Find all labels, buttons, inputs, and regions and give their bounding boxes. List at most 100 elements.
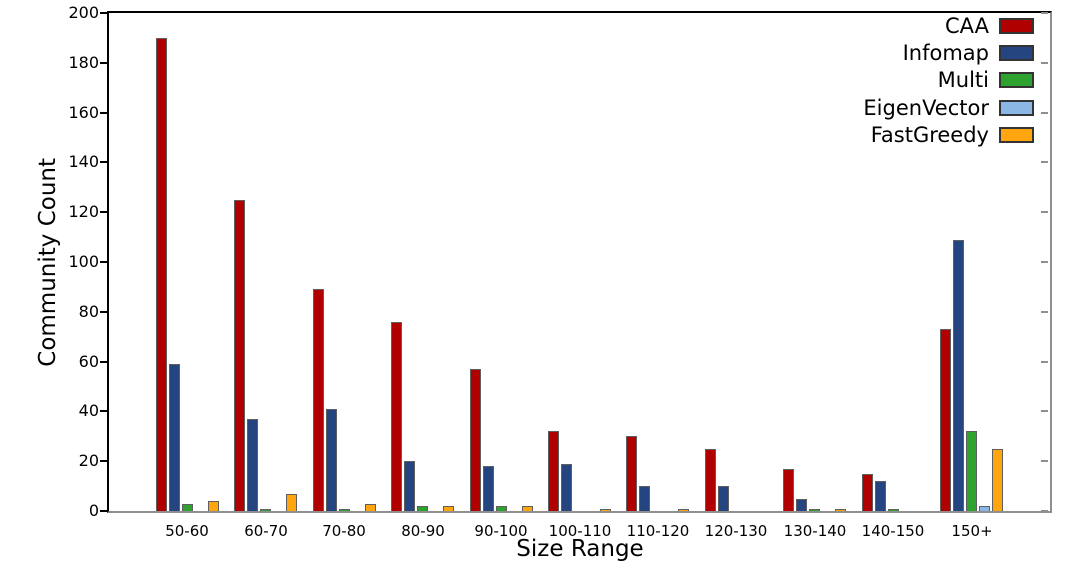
legend-label: EigenVector <box>863 96 989 120</box>
bar-fastgreedy-130-140 <box>835 509 846 511</box>
y-tick-label: 40 <box>78 401 99 421</box>
bar-infomap-90-100 <box>483 466 494 511</box>
bar-multi-150+ <box>966 431 977 511</box>
y-tick-mark <box>1041 211 1048 214</box>
x-tick-label: 50-60 <box>165 522 209 540</box>
legend-swatch-multi <box>999 72 1034 88</box>
y-tick-label: 180 <box>68 52 99 72</box>
bar-fastgreedy-60-70 <box>286 494 297 511</box>
legend-label: Multi <box>937 68 989 92</box>
y-tick-label: 120 <box>68 202 99 222</box>
y-tick-mark <box>100 360 107 363</box>
y-tick-mark <box>100 510 107 512</box>
y-tick-mark <box>1041 410 1048 413</box>
bar-infomap-50-60 <box>169 364 180 511</box>
bar-caa-60-70 <box>234 200 245 511</box>
y-tick-mark <box>100 161 107 164</box>
bar-fastgreedy-80-90 <box>443 506 454 511</box>
bar-multi-90-100 <box>496 506 507 511</box>
legend-label: FastGreedy <box>870 123 989 147</box>
legend-swatch-caa <box>999 18 1034 34</box>
y-tick-label: 200 <box>68 3 99 22</box>
y-tick-mark <box>100 61 107 64</box>
legend-item-eigenvector: EigenVector <box>863 96 1034 120</box>
bar-infomap-130-140 <box>796 499 807 511</box>
y-tick-label: 20 <box>78 451 99 471</box>
plot-area <box>107 11 1052 513</box>
legend-swatch-fastgreedy <box>999 127 1034 143</box>
x-axis-title: Size Range <box>516 536 644 562</box>
bar-infomap-150+ <box>953 240 964 511</box>
legend-item-caa: CAA <box>945 14 1034 38</box>
bar-fastgreedy-50-60 <box>208 501 219 511</box>
legend-label: CAA <box>945 14 989 38</box>
x-tick-label: 130-140 <box>783 522 847 540</box>
legend-label: Infomap <box>902 41 989 65</box>
y-tick-mark <box>100 310 107 313</box>
bar-caa-150+ <box>940 329 951 511</box>
y-tick-mark <box>100 111 107 114</box>
bar-multi-140-150 <box>888 509 899 511</box>
x-tick-label: 120-130 <box>704 522 768 540</box>
y-tick-label: 60 <box>78 351 99 371</box>
bar-multi-60-70 <box>260 509 271 511</box>
x-tick-label: 110-120 <box>626 522 690 540</box>
y-tick-mark <box>100 211 107 214</box>
x-tick-label: 60-70 <box>244 522 288 540</box>
legend-item-infomap: Infomap <box>903 41 1034 65</box>
bar-fastgreedy-150+ <box>992 449 1003 511</box>
bar-fastgreedy-100-110 <box>600 509 611 511</box>
bar-caa-50-60 <box>156 38 167 511</box>
y-tick-label: 100 <box>68 252 99 271</box>
y-tick-mark <box>1041 161 1048 164</box>
bar-fastgreedy-110-120 <box>678 509 689 511</box>
bar-infomap-100-110 <box>561 464 572 511</box>
bar-multi-70-80 <box>339 509 350 511</box>
y-tick-mark <box>1041 360 1048 363</box>
y-tick-label: 140 <box>68 152 99 172</box>
bar-caa-130-140 <box>783 469 794 511</box>
y-tick-mark <box>1041 261 1048 263</box>
x-tick-label: 100-110 <box>548 522 612 540</box>
bar-eigenvector-150+ <box>979 506 990 511</box>
y-tick-mark <box>100 12 107 14</box>
x-tick-label: 70-80 <box>322 522 366 540</box>
bar-caa-90-100 <box>470 369 481 511</box>
bar-infomap-60-70 <box>247 419 258 511</box>
y-tick-label: 0 <box>88 501 99 520</box>
y-tick-mark <box>1041 460 1048 463</box>
legend-swatch-infomap <box>999 45 1034 61</box>
legend-item-multi: Multi <box>938 68 1034 92</box>
bar-fastgreedy-90-100 <box>522 506 533 511</box>
bar-caa-100-110 <box>548 431 559 511</box>
bar-infomap-110-120 <box>639 486 650 511</box>
y-tick-mark <box>1041 12 1048 14</box>
bar-caa-140-150 <box>862 474 873 511</box>
y-tick-label: 160 <box>68 102 99 122</box>
bar-infomap-140-150 <box>875 481 886 511</box>
bar-multi-80-90 <box>417 506 428 511</box>
bar-multi-130-140 <box>809 509 820 511</box>
bar-caa-70-80 <box>313 289 324 511</box>
bar-caa-120-130 <box>705 449 716 511</box>
y-tick-mark <box>1041 510 1048 512</box>
bar-infomap-80-90 <box>404 461 415 511</box>
bar-fastgreedy-70-80 <box>365 504 376 511</box>
x-tick-label: 90-100 <box>474 522 528 540</box>
legend-item-fastgreedy: FastGreedy <box>871 123 1034 147</box>
bar-infomap-120-130 <box>718 486 729 511</box>
x-tick-label: 150+ <box>951 522 993 540</box>
y-tick-mark <box>100 410 107 413</box>
y-tick-mark <box>100 261 107 263</box>
y-tick-mark <box>1041 111 1048 114</box>
bar-caa-80-90 <box>391 322 402 511</box>
y-tick-mark <box>1041 61 1048 64</box>
x-tick-label: 80-90 <box>401 522 445 540</box>
y-tick-mark <box>1041 310 1048 313</box>
y-tick-label: 80 <box>78 301 99 321</box>
x-tick-label: 140-150 <box>861 522 925 540</box>
bar-multi-50-60 <box>182 504 193 511</box>
legend-swatch-eigenvector <box>999 100 1034 116</box>
bar-caa-110-120 <box>626 436 637 511</box>
